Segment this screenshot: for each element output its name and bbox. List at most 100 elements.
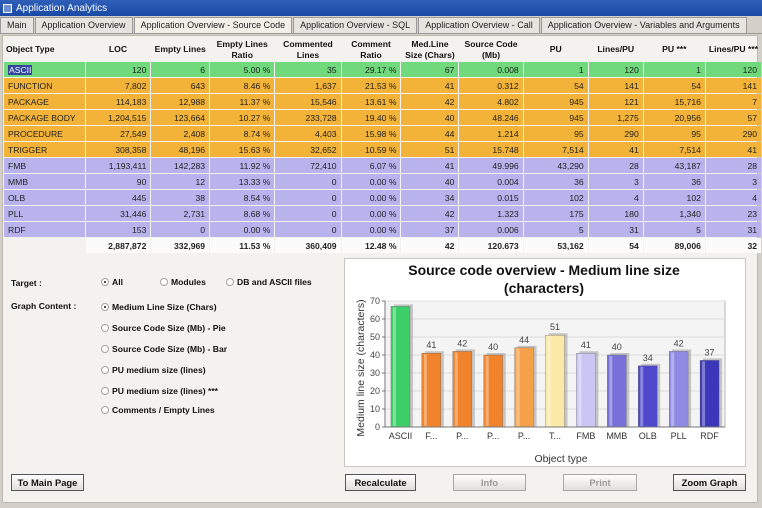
table-cell[interactable]: 0.00 % — [341, 190, 401, 205]
tab-variables-arguments[interactable]: Application Overview - Variables and Arg… — [540, 17, 747, 33]
table-row[interactable]: TRIGGER 308,358 48,196 15.63 % 32,652 10.59 %… — [4, 142, 761, 157]
table-cell[interactable]: 12,988 — [151, 94, 210, 109]
table-cell[interactable]: 3 — [588, 174, 643, 189]
table-cell[interactable]: 2,731 — [151, 206, 210, 221]
table-cell[interactable]: 11.37 % — [210, 94, 275, 109]
table-cell[interactable]: 41 — [705, 142, 761, 157]
object-type-cell[interactable]: ASCII — [4, 62, 85, 77]
table-cell[interactable]: 11.92 % — [210, 158, 275, 173]
table-cell[interactable]: 1 — [643, 62, 705, 77]
table-row[interactable]: PLL 31,446 2,731 8.68 % 0 0.00 % 42 1.323 175 180… — [4, 206, 761, 221]
table-cell[interactable]: 1.323 — [459, 206, 523, 221]
table-cell[interactable]: 0 — [275, 206, 341, 221]
table-cell[interactable]: 43,290 — [523, 158, 588, 173]
table-cell[interactable]: 1,340 — [643, 206, 705, 221]
table-cell[interactable]: 1,637 — [275, 78, 341, 93]
table-row[interactable]: MMB 90 12 13.33 % 0 0.00 % 40 0.004 36 3 36 3 — [4, 174, 761, 189]
table-cell[interactable]: 38 — [151, 190, 210, 205]
recalculate-button[interactable]: Recalculate — [345, 474, 416, 491]
object-type-cell[interactable]: FMB — [4, 158, 85, 173]
table-row[interactable]: PACKAGE BODY 1,204,515 123,664 10.27 % 233,7… — [4, 110, 761, 125]
info-button[interactable]: Info — [453, 474, 526, 491]
table-cell[interactable]: 153 — [85, 222, 151, 237]
tab-application-overview[interactable]: Application Overview — [34, 17, 133, 33]
col-header[interactable]: Empty Lines Ratio — [216, 38, 268, 60]
table-cell[interactable]: 1,193,411 — [85, 158, 151, 173]
table-cell[interactable]: 15,716 — [643, 94, 705, 109]
table-cell[interactable]: 51 — [401, 142, 459, 157]
table-cell[interactable]: 34 — [401, 190, 459, 205]
object-type-cell[interactable]: PACKAGE — [4, 94, 85, 109]
table-cell[interactable]: 43,187 — [643, 158, 705, 173]
table-cell[interactable]: 102 — [523, 190, 588, 205]
table-cell[interactable]: 180 — [588, 206, 643, 221]
table-cell[interactable]: 95 — [643, 126, 705, 141]
table-cell[interactable]: 27,549 — [85, 126, 151, 141]
table-cell[interactable]: 0.008 — [459, 62, 523, 77]
table-cell[interactable]: 40 — [401, 174, 459, 189]
table-cell[interactable]: 44 — [401, 126, 459, 141]
table-cell[interactable]: 121 — [588, 94, 643, 109]
table-cell[interactable]: 7,514 — [523, 142, 588, 157]
table-cell[interactable]: 142,283 — [151, 158, 210, 173]
table-cell[interactable]: 175 — [523, 206, 588, 221]
table-cell[interactable]: 48,196 — [151, 142, 210, 157]
zoom-graph-button[interactable]: Zoom Graph — [673, 474, 746, 491]
col-header[interactable]: Lines/PU — [597, 44, 635, 54]
target-all-radio[interactable]: All — [101, 277, 123, 287]
table-cell[interactable]: 40 — [401, 110, 459, 125]
table-row[interactable]: ASCII 120 6 5.00 % 35 29.17 % 67 0.008 1 120 1 120 — [4, 62, 761, 77]
table-cell[interactable]: 1 — [523, 62, 588, 77]
table-cell[interactable]: 90 — [85, 174, 151, 189]
print-button[interactable]: Print — [563, 474, 637, 491]
table-row[interactable]: RDF 153 0 0.00 % 0 0.00 % 37 0.006 5 31 5 31 — [4, 222, 761, 237]
table-row[interactable]: PACKAGE 114,183 12,988 11.37 % 15,546 13.61 %… — [4, 94, 761, 109]
col-header[interactable]: Object Type — [6, 44, 55, 54]
table-cell[interactable]: 0.004 — [459, 174, 523, 189]
table-cell[interactable]: 57 — [705, 110, 761, 125]
table-cell[interactable]: 41 — [401, 158, 459, 173]
table-cell[interactable]: 15.748 — [459, 142, 523, 157]
table-cell[interactable]: 445 — [85, 190, 151, 205]
table-cell[interactable]: 29.17 % — [341, 62, 401, 77]
table-cell[interactable]: 28 — [705, 158, 761, 173]
table-cell[interactable]: 10.27 % — [210, 110, 275, 125]
table-cell[interactable]: 0.00 % — [341, 206, 401, 221]
table-cell[interactable]: 3 — [705, 174, 761, 189]
table-cell[interactable]: 31 — [705, 222, 761, 237]
table-cell[interactable]: 1,204,515 — [85, 110, 151, 125]
table-cell[interactable]: 0 — [275, 174, 341, 189]
object-type-cell[interactable]: PACKAGE BODY — [4, 110, 85, 125]
tab-source-code[interactable]: Application Overview - Source Code — [133, 17, 293, 34]
table-cell[interactable]: 72,410 — [275, 158, 341, 173]
table-cell[interactable]: 42 — [401, 94, 459, 109]
table-cell[interactable]: 35 — [275, 62, 341, 77]
table-cell[interactable]: 141 — [588, 78, 643, 93]
object-type-cell[interactable]: OLB — [4, 190, 85, 205]
graph-pu-medium-size-radio[interactable]: PU medium size (lines) — [101, 365, 206, 375]
col-header[interactable]: Source Code (Mb) — [464, 38, 518, 60]
table-row[interactable]: OLB 445 38 8.54 % 0 0.00 % 34 0.015 102 4 102 4 — [4, 190, 761, 205]
col-header[interactable]: LOC — [108, 44, 128, 54]
col-header[interactable]: Comment Ratio — [351, 38, 391, 60]
table-cell[interactable]: 141 — [705, 78, 761, 93]
table-cell[interactable]: 8.74 % — [210, 126, 275, 141]
table-cell[interactable]: 36 — [523, 174, 588, 189]
table-cell[interactable]: 0.00 % — [341, 222, 401, 237]
table-row[interactable]: FMB 1,193,411 142,283 11.92 % 72,410 6.07 % 41… — [4, 158, 761, 173]
table-cell[interactable]: 49.996 — [459, 158, 523, 173]
object-type-cell[interactable]: RDF — [4, 222, 85, 237]
table-cell[interactable]: 120 — [705, 62, 761, 77]
table-cell[interactable]: 41 — [401, 78, 459, 93]
col-header[interactable]: Lines/PU *** — [708, 44, 759, 54]
table-cell[interactable]: 123,664 — [151, 110, 210, 125]
table-cell[interactable]: 31,446 — [85, 206, 151, 221]
col-header[interactable]: PU *** — [662, 44, 687, 54]
graph-medium-line-size-radio[interactable]: Medium Line Size (Chars) — [101, 302, 217, 312]
table-cell[interactable]: 8.68 % — [210, 206, 275, 221]
table-cell[interactable]: 54 — [643, 78, 705, 93]
target-db-ascii-radio[interactable]: DB and ASCII files — [226, 277, 312, 287]
table-cell[interactable]: 0 — [151, 222, 210, 237]
graph-comments-empty-radio[interactable]: Comments / Empty Lines — [101, 405, 215, 415]
graph-source-size-pie-radio[interactable]: Source Code Size (Mb) - Pie — [101, 323, 226, 333]
